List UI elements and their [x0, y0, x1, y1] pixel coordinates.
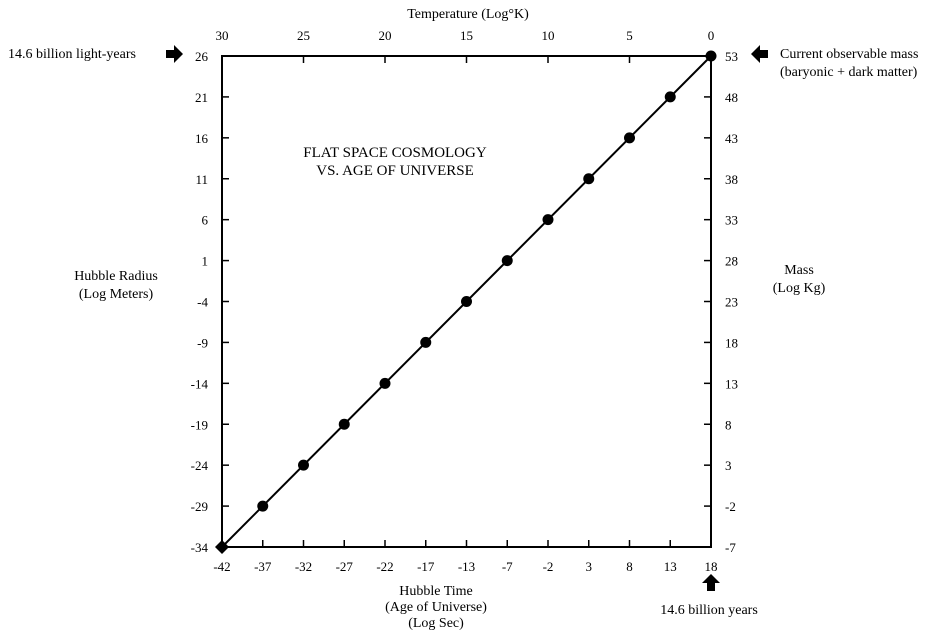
x-bottom-tick-label: -17 — [417, 559, 435, 574]
x-top-tick-label: 0 — [708, 28, 715, 43]
y-right-tick-label: 33 — [725, 213, 738, 228]
x-bottom-tick-label: -13 — [458, 559, 475, 574]
y-left-tick-label: -24 — [191, 458, 209, 473]
arrow-left-icon — [751, 45, 768, 63]
y-left-tick-label: 6 — [202, 213, 209, 228]
data-point — [705, 50, 717, 62]
x-bottom-tick-label: 13 — [664, 559, 677, 574]
y-left-tick-label: 11 — [195, 172, 208, 187]
data-point — [624, 132, 635, 144]
data-point — [215, 540, 229, 554]
y-right-tick-label: -2 — [725, 499, 736, 514]
annotation-observable-mass-line-1: Current observable mass — [780, 47, 918, 62]
y-left-ticks: 26 21 16 11 6 1 -4 -9 -14 -19 -24 -29 -34 — [191, 49, 229, 555]
x-top-ticks: 30 25 20 15 10 5 0 — [216, 28, 715, 63]
x-bottom-ticks: -42 -37 -32 -27 -22 -17 -13 -7 -2 3 8 13 18 — [213, 540, 718, 574]
arrow-up-icon — [702, 574, 720, 591]
x-bottom-tick-label: -2 — [543, 559, 554, 574]
data-point — [501, 255, 513, 267]
x-top-axis-label: Temperature (Log°K) — [407, 7, 529, 22]
x-top-tick-label: 30 — [216, 28, 229, 43]
y-right-ticks: 53 48 43 38 33 28 23 18 13 8 3 -2 -7 — [704, 49, 738, 555]
x-bottom-tick-label: -7 — [502, 559, 513, 574]
x-top-tick-label: 20 — [379, 28, 392, 43]
y-right-tick-label: 53 — [725, 49, 738, 64]
x-top-tick-label: 5 — [626, 28, 633, 43]
x-bottom-axis-label-line-1: Hubble Time — [399, 584, 473, 599]
data-point — [338, 418, 350, 430]
y-right-tick-label: 48 — [725, 90, 738, 105]
y-left-tick-label: 21 — [195, 90, 208, 105]
y-left-tick-label: -4 — [197, 295, 208, 310]
chart-title-line-2: VS. AGE OF UNIVERSE — [316, 163, 474, 179]
data-point — [542, 214, 554, 226]
y-left-tick-label: -14 — [191, 376, 209, 391]
y-right-tick-label: 38 — [725, 172, 738, 187]
y-left-tick-label: -29 — [191, 499, 208, 514]
y-right-tick-label: 23 — [725, 295, 738, 310]
annotation-billion-years: 14.6 billion years — [660, 603, 758, 618]
x-bottom-tick-label: -32 — [295, 559, 312, 574]
data-point — [420, 336, 432, 348]
y-right-tick-label: 28 — [725, 254, 738, 269]
y-left-axis-label-line-2: (Log Meters) — [79, 287, 154, 302]
x-bottom-tick-label: -42 — [213, 559, 230, 574]
x-bottom-axis-label-line-3: (Log Sec) — [408, 616, 464, 631]
y-right-tick-label: 18 — [725, 335, 738, 350]
series-points — [215, 50, 717, 554]
y-right-tick-label: -7 — [725, 540, 736, 555]
data-point — [298, 459, 309, 471]
x-bottom-tick-label: 8 — [626, 559, 633, 574]
x-bottom-tick-label: 3 — [586, 559, 593, 574]
y-left-tick-label: 16 — [195, 131, 209, 146]
x-bottom-tick-label: 18 — [705, 559, 718, 574]
data-point — [379, 377, 391, 389]
annotation-observable-mass-line-2: (baryonic + dark matter) — [780, 65, 918, 80]
y-left-tick-label: 1 — [202, 254, 209, 269]
x-bottom-tick-label: -37 — [254, 559, 272, 574]
y-left-tick-label: 26 — [195, 49, 209, 64]
y-right-tick-label: 13 — [725, 376, 738, 391]
arrow-right-icon — [166, 45, 183, 63]
x-bottom-tick-label: -27 — [336, 559, 354, 574]
data-point — [257, 500, 269, 512]
y-right-tick-label: 8 — [725, 417, 732, 432]
y-left-tick-label: -19 — [191, 417, 208, 432]
y-right-tick-label: 3 — [725, 458, 732, 473]
x-top-tick-label: 25 — [297, 28, 310, 43]
y-left-tick-label: -34 — [191, 540, 209, 555]
x-bottom-axis-label-line-2: (Age of Universe) — [385, 600, 487, 615]
x-top-tick-label: 10 — [542, 28, 555, 43]
y-left-axis-label-line-1: Hubble Radius — [74, 269, 158, 284]
y-left-tick-label: -9 — [197, 335, 208, 350]
chart-title-line-1: FLAT SPACE COSMOLOGY — [303, 145, 487, 161]
x-bottom-tick-label: -22 — [376, 559, 393, 574]
annotation-light-years: 14.6 billion light-years — [8, 47, 136, 62]
data-point — [664, 91, 676, 103]
y-right-tick-label: 43 — [725, 131, 738, 146]
x-top-tick-label: 15 — [460, 28, 473, 43]
data-point — [461, 296, 472, 307]
y-right-axis-label-line-1: Mass — [784, 263, 814, 278]
data-point — [583, 173, 595, 185]
y-right-axis-label-line-2: (Log Kg) — [773, 281, 826, 296]
